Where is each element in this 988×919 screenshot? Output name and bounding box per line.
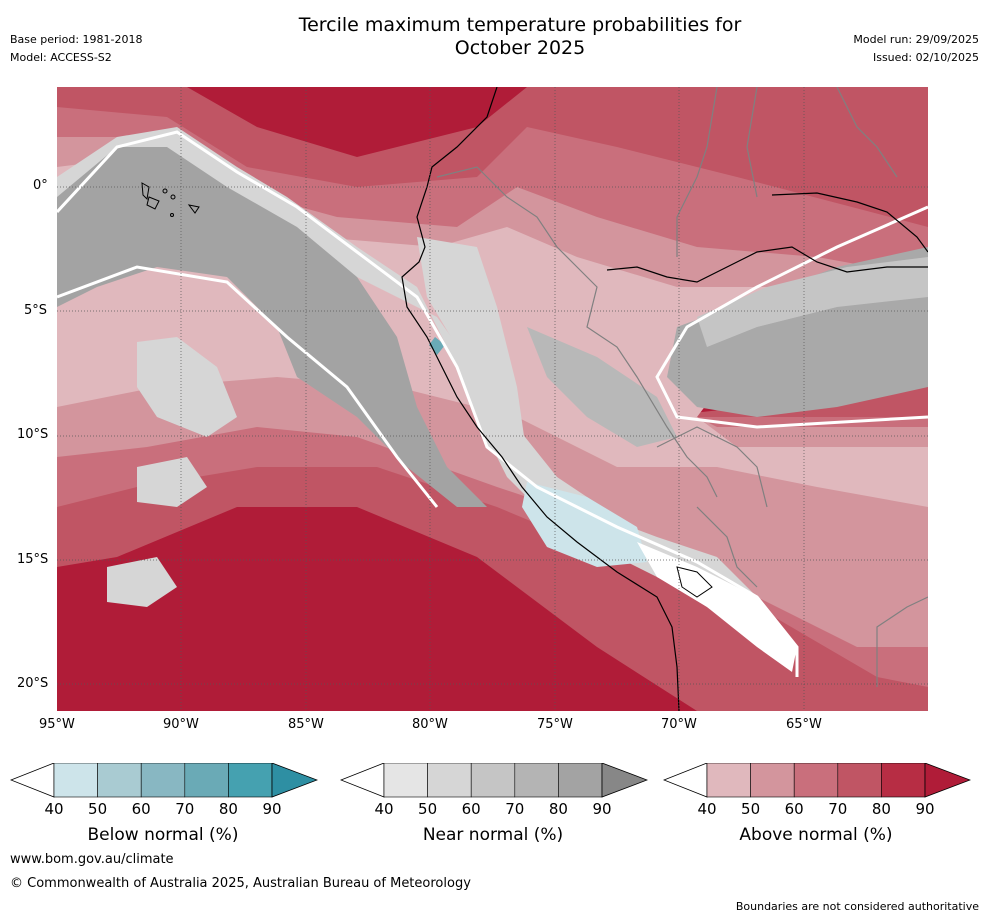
below-normal-tick-label: 70 (175, 800, 195, 818)
lat-label-20s: 20°S (17, 676, 49, 691)
near-normal-tick-label: 60 (461, 800, 481, 818)
below-normal-swatch-1 (53, 763, 98, 798)
contour-50-white-inner (57, 265, 439, 508)
amazon-river (606, 246, 928, 283)
near-normal-swatch-3 (470, 763, 516, 798)
lon-label-65w: 65°W (786, 717, 822, 732)
lon-label-95w: 95°W (39, 717, 75, 732)
region-near-andes (527, 327, 677, 447)
above-normal-swatch-3 (793, 763, 839, 798)
near-normal-swatch-2 (427, 763, 472, 798)
above-normal-swatch-lower (663, 763, 708, 798)
map-title-line-1: Tercile maximum temperature probabilitie… (298, 14, 742, 36)
region-below-60 (429, 337, 445, 355)
region-near-blob-3 (107, 557, 177, 607)
region-near-blob-2 (137, 457, 207, 507)
lon-label-85w: 85°W (288, 717, 324, 732)
region-near-70 (57, 147, 487, 507)
region-below-40 (522, 482, 647, 567)
lat-label-10s: 10°S (17, 427, 49, 442)
lat-label-0: 0° (33, 178, 48, 193)
near-normal-tick-label: 90 (592, 800, 612, 818)
below-normal-colorbar-label: Below normal (%) (87, 825, 239, 845)
above-normal-swatch-4 (837, 763, 882, 798)
above-normal-swatch-upper (924, 763, 971, 798)
lon-label-90w: 90°W (163, 717, 199, 732)
near-normal-swatch-1 (383, 763, 428, 798)
near-normal-swatch-upper (601, 763, 648, 798)
map-title: Tercile maximum temperature probabilitie… (0, 14, 988, 60)
below-normal-swatch-4 (184, 763, 229, 798)
galapagos-islands (141, 182, 200, 217)
lat-label-5s: 5°S (24, 303, 48, 318)
issued-date: Issued: 02/10/2025 (872, 51, 979, 64)
above-normal-colorbar-label: Above normal (%) (739, 825, 893, 845)
near-normal-tick-label: 70 (505, 800, 525, 818)
amazon-north (771, 192, 928, 253)
below-normal-swatch-5 (228, 763, 273, 798)
region-white-coastal (637, 542, 797, 672)
below-normal-tick-label: 80 (218, 800, 238, 818)
below-normal-swatch-lower (10, 763, 55, 798)
above-normal-swatch-1 (706, 763, 751, 798)
below-normal-tick-label: 40 (44, 800, 64, 818)
copyright-notice: © Commonwealth of Australia 2025, Austra… (10, 876, 471, 891)
above-normal-swatch-2 (750, 763, 795, 798)
above-normal-swatch-5 (881, 763, 926, 798)
lon-label-70w: 70°W (661, 717, 697, 732)
contour-50-white (57, 130, 799, 677)
map-gridlines (57, 87, 928, 711)
below-normal-swatch-2 (97, 763, 142, 798)
model-name: Model: ACCESS-S2 (10, 51, 112, 64)
near-normal-tick-label: 80 (548, 800, 568, 818)
region-near-blob-1 (137, 337, 237, 437)
model-run: Model run: 29/09/2025 (853, 33, 979, 46)
near-normal-tick-label: 50 (418, 800, 438, 818)
region-near-coast (417, 237, 797, 667)
lon-label-80w: 80°W (412, 717, 448, 732)
above-normal-tick-label: 80 (871, 800, 891, 818)
below-normal-swatch-upper (271, 763, 318, 798)
below-normal-tick-label: 90 (262, 800, 282, 818)
below-normal-colorbar (10, 763, 318, 798)
website-url[interactable]: www.bom.gov.au/climate (10, 852, 174, 867)
near-normal-colorbar-label: Near normal (%) (422, 825, 564, 845)
below-normal-tick-label: 50 (88, 800, 108, 818)
above-normal-tick-label: 50 (741, 800, 761, 818)
above-normal-tick-label: 90 (915, 800, 935, 818)
probability-map (57, 87, 928, 711)
above-normal-tick-label: 40 (697, 800, 717, 818)
near-normal-swatch-5 (558, 763, 603, 798)
near-normal-swatch-lower (340, 763, 385, 798)
lon-label-75w: 75°W (537, 717, 573, 732)
above-normal-tick-label: 70 (828, 800, 848, 818)
lake-titicaca (676, 566, 713, 598)
lat-label-15s: 15°S (17, 552, 49, 567)
below-normal-swatch-3 (140, 763, 186, 798)
country-borders (436, 87, 928, 687)
above-normal-colorbar (663, 763, 971, 798)
boundaries-disclaimer: Boundaries are not considered authoritat… (735, 900, 979, 913)
contour-50-white-east (655, 205, 928, 429)
region-near-east-inner (697, 257, 928, 347)
near-normal-swatch-4 (514, 763, 559, 798)
below-normal-tick-label: 60 (131, 800, 151, 818)
near-normal-colorbar (340, 763, 648, 798)
coastline (401, 87, 680, 711)
base-period: Base period: 1981-2018 (10, 33, 143, 46)
map-title-line-2: October 2025 (454, 37, 586, 59)
above-normal-tick-label: 60 (784, 800, 804, 818)
near-normal-tick-label: 40 (374, 800, 394, 818)
